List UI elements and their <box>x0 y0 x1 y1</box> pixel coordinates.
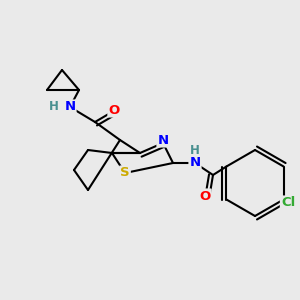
Text: N: N <box>189 157 201 169</box>
Text: Cl: Cl <box>281 196 295 209</box>
Text: O: O <box>200 190 211 202</box>
Text: N: N <box>158 134 169 146</box>
Text: N: N <box>64 100 76 113</box>
Text: S: S <box>120 167 130 179</box>
Text: H: H <box>49 100 59 113</box>
Text: O: O <box>108 103 120 116</box>
Text: H: H <box>190 145 200 158</box>
